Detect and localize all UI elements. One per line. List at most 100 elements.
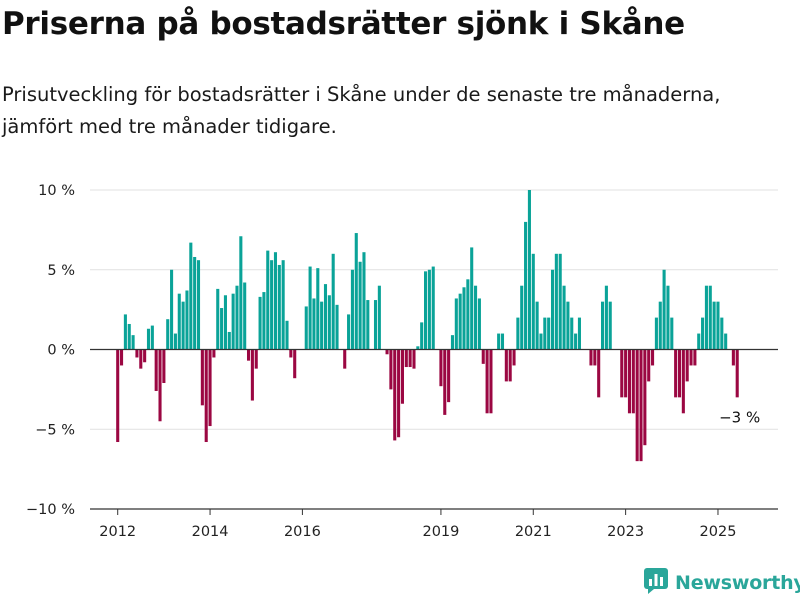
bar (674, 349, 678, 398)
bar (131, 335, 135, 350)
bar (327, 295, 331, 350)
bar (512, 349, 516, 366)
bar (320, 301, 324, 350)
bar (193, 256, 197, 350)
bar (347, 314, 351, 350)
bar (593, 349, 597, 366)
bar (358, 261, 362, 350)
bar (173, 333, 177, 350)
bar (223, 295, 227, 350)
bar (562, 285, 566, 350)
x-tick-label: 2016 (284, 524, 321, 540)
last-value-annotation: −3 % (719, 408, 760, 426)
bar (577, 317, 581, 350)
bar (712, 301, 716, 350)
bar (654, 317, 658, 350)
bar (416, 346, 420, 350)
bar (270, 260, 274, 350)
bar (458, 293, 462, 350)
bar (312, 298, 316, 350)
bar (554, 253, 558, 350)
bar (208, 349, 212, 427)
bar (166, 319, 170, 350)
bar (331, 253, 335, 350)
bar (677, 349, 682, 398)
bar (424, 271, 428, 350)
bar (120, 349, 124, 366)
bar (724, 333, 728, 350)
bar (566, 301, 570, 350)
bar (200, 349, 204, 406)
bar (146, 328, 151, 350)
bar (539, 333, 543, 350)
newsworthy-logo-icon (644, 568, 668, 598)
bar (731, 349, 735, 366)
bar (720, 317, 724, 350)
bar (447, 349, 451, 403)
bar (404, 349, 408, 368)
bar (670, 317, 674, 350)
bar (273, 252, 278, 350)
bar (397, 349, 401, 438)
bar (154, 349, 158, 391)
x-tick-label: 2023 (607, 524, 644, 540)
bar (170, 269, 174, 350)
bar (662, 269, 666, 350)
bar (489, 349, 493, 414)
bar (220, 308, 224, 350)
bar (235, 285, 239, 350)
bar (504, 349, 508, 382)
bar (658, 301, 662, 350)
bar (508, 349, 512, 382)
bar (350, 269, 354, 350)
bar (266, 250, 270, 350)
y-axis: −10 % −5 % 0 % 5 % 10 % (26, 183, 75, 518)
bar (189, 242, 193, 350)
bar (643, 349, 647, 446)
newsworthy-brand: Newsworthy (644, 568, 800, 598)
bar (462, 287, 466, 350)
bar (285, 320, 289, 350)
bar (485, 349, 489, 414)
bar (454, 298, 458, 350)
y-tick-label: −10 % (26, 502, 75, 518)
bar (258, 296, 262, 350)
bar (204, 349, 208, 443)
y-tick-label: 0 % (47, 343, 75, 359)
bar (527, 190, 531, 350)
bar (470, 247, 474, 350)
bar (597, 349, 601, 398)
bar (524, 221, 528, 350)
bar (323, 284, 328, 350)
bar (474, 285, 478, 350)
bar (516, 317, 520, 350)
bar (139, 349, 143, 369)
bar (427, 269, 431, 350)
x-tick-label: 2021 (515, 524, 552, 540)
bar (289, 349, 293, 358)
bar (385, 349, 389, 355)
chart-subtitle: Prisutveckling för bostadsrätter i Skåne… (2, 83, 721, 138)
x-tick-label: 2012 (99, 524, 136, 540)
bar (697, 333, 701, 350)
bar (520, 285, 524, 350)
bar (735, 349, 739, 398)
bar (308, 266, 312, 350)
bar (431, 266, 435, 350)
x-tick-label: 2019 (422, 524, 459, 540)
bar (212, 349, 216, 358)
bar (689, 349, 693, 366)
bar (227, 331, 231, 350)
bar (497, 333, 501, 350)
bar (304, 306, 308, 350)
bar (543, 317, 547, 350)
bar (412, 349, 416, 369)
bar (243, 282, 247, 350)
bar (693, 349, 697, 366)
x-tick-label: 2014 (192, 524, 229, 540)
bars (116, 190, 739, 462)
bar (443, 349, 447, 415)
bar (158, 349, 162, 422)
bar (216, 288, 220, 350)
y-tick-label: 10 % (38, 183, 75, 199)
